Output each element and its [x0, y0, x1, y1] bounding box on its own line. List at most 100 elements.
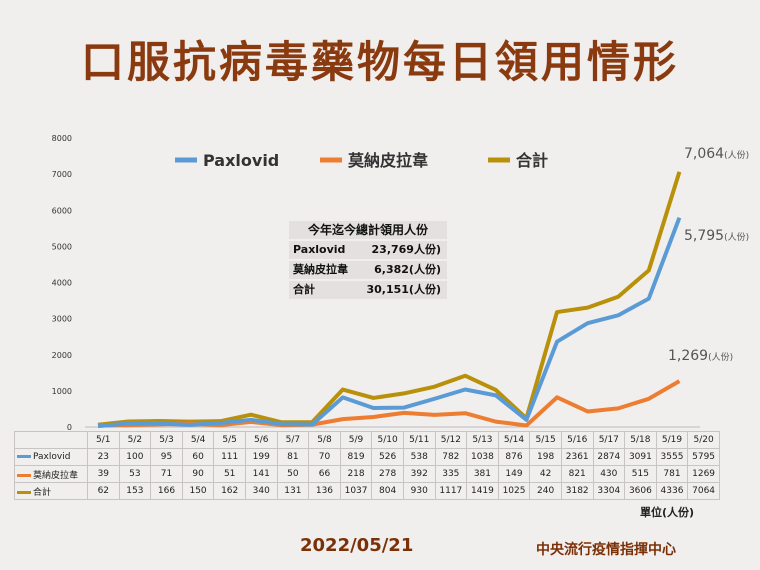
x-tick-label: 5/12 [434, 431, 468, 449]
line-chart: 0 1000 2000 3000 4000 5000 6000 7000 8000 Paxlovi… [52, 134, 749, 432]
table-cell: 136 [308, 482, 341, 500]
table-cell: 240 [529, 482, 562, 500]
series-swatch [17, 455, 31, 458]
series-line-2 [97, 171, 682, 427]
table-cell: 1025 [497, 482, 531, 500]
table-cell: 131 [276, 482, 310, 500]
table-cell: 335 [434, 465, 468, 483]
x-tick-label: 5/18 [624, 431, 657, 449]
table-cell: 198 [529, 448, 562, 466]
x-tick-label: 5/2 [118, 431, 152, 449]
table-cell: 526 [371, 448, 404, 466]
table-cell: 781 [655, 465, 689, 483]
table-corner [14, 431, 88, 449]
table-cell: 876 [497, 448, 531, 466]
table-cell: 821 [560, 465, 594, 483]
table-cell: 70 [308, 448, 341, 466]
callout-value: 1,269 [668, 348, 708, 364]
callout-unit: (人份) [724, 231, 749, 243]
x-tick-label: 5/16 [560, 431, 594, 449]
table-cell: 53 [118, 465, 152, 483]
x-tick-label: 5/5 [213, 431, 246, 449]
table-cell: 1117 [434, 482, 468, 500]
summary-label: 合計 [293, 283, 315, 296]
table-cell: 3606 [624, 482, 657, 500]
summary-label: Paxlovid [293, 243, 346, 256]
table-cell: 50 [276, 465, 310, 483]
legend-label: 合計 [516, 151, 548, 170]
table-cell: 430 [592, 465, 626, 483]
callout-label: 5,795(人份) [684, 228, 749, 244]
series-name: Paxlovid [33, 452, 71, 462]
table-cell: 3304 [592, 482, 626, 500]
table-cell: 149 [497, 465, 531, 483]
x-tick-label: 5/15 [529, 431, 562, 449]
x-tick-label: 5/20 [687, 431, 720, 449]
table-cell: 2874 [592, 448, 626, 466]
summary-row-paxlovid: Paxlovid 23,769人份) [289, 239, 447, 259]
y-tick-label: 4000 [52, 279, 72, 288]
x-tick-label: 5/1 [87, 431, 120, 449]
x-tick-label: 5/3 [150, 431, 183, 449]
org-label: 中央流行疫情指揮中心 [536, 542, 676, 558]
table-cell: 153 [118, 482, 152, 500]
y-tick-label: 8000 [52, 134, 72, 143]
table-cell: 804 [371, 482, 404, 500]
callout-unit: (人份) [724, 149, 749, 161]
table-cell: 111 [213, 448, 246, 466]
series-swatch [17, 473, 31, 477]
table-cell: 819 [339, 448, 373, 466]
table-cell: 166 [150, 482, 183, 500]
x-tick-label: 5/14 [497, 431, 531, 449]
table-row-head: Paxlovid [14, 448, 88, 466]
x-tick-label: 5/17 [592, 431, 626, 449]
summary-title: 今年迄今總計領用人份 [289, 221, 447, 239]
x-tick-label: 5/13 [466, 431, 499, 449]
table-header-row: 5/1 5/2 5/3 5/4 5/5 5/6 5/7 5/8 5/9 5/10 5/11 5/12 5… [14, 431, 720, 449]
table-cell: 392 [402, 465, 436, 483]
table-cell: 71 [150, 465, 183, 483]
table-cell: 1037 [339, 482, 373, 500]
summary-row-total: 合計 30,151(人份) [289, 279, 447, 299]
table-cell: 66 [308, 465, 341, 483]
y-tick-label: 1000 [52, 387, 72, 396]
page-title: 口服抗病毒藥物每日領用情形 [81, 38, 679, 88]
summary-label: 莫納皮拉韋 [293, 263, 348, 276]
y-tick-label: 5000 [52, 242, 72, 251]
y-tick-label: 7000 [52, 170, 72, 179]
table-cell: 150 [181, 482, 215, 500]
series-line-0 [97, 216, 682, 429]
table-cell: 381 [466, 465, 499, 483]
table-cell: 1419 [466, 482, 499, 500]
table-cell: 7064 [687, 482, 720, 500]
table-cell: 930 [402, 482, 436, 500]
chart-area: 0 1000 2000 3000 4000 5000 6000 7000 8000 Paxlovi… [0, 120, 760, 495]
unit-label: 單位(人份) [640, 506, 695, 519]
table-cell: 1038 [466, 448, 499, 466]
table-cell: 51 [213, 465, 246, 483]
table-cell: 515 [624, 465, 657, 483]
summary-value: 30,151(人份) [366, 283, 441, 296]
table-cell: 782 [434, 448, 468, 466]
date-label: 2022/05/21 [300, 535, 414, 556]
table-cell: 100 [118, 448, 152, 466]
legend-label: 莫納皮拉韋 [347, 151, 428, 170]
table-row: 莫納皮拉韋 39 53 71 90 51 141 50 66 218 278 392 335 381 149… [14, 465, 720, 483]
table-cell: 340 [244, 482, 278, 500]
table-cell: 23 [87, 448, 120, 466]
summary-value: 6,382(人份) [374, 263, 441, 276]
table-cell: 141 [244, 465, 278, 483]
callout-value: 5,795 [684, 228, 724, 244]
summary-row-molnupiravir: 莫納皮拉韋 6,382(人份) [289, 259, 447, 279]
x-tick-label: 5/9 [339, 431, 373, 449]
table-row: Paxlovid 23 100 95 60 111 199 81 70 819 526 538 782 1… [14, 448, 720, 466]
y-tick-label: 2000 [52, 351, 72, 360]
table-cell: 162 [213, 482, 246, 500]
x-tick-label: 5/8 [308, 431, 341, 449]
table-cell: 3091 [624, 448, 657, 466]
series-line-1 [97, 379, 681, 428]
table-cell: 3555 [655, 448, 689, 466]
series-name: 合計 [33, 487, 52, 498]
table-cell: 2361 [560, 448, 594, 466]
summary-box: 今年迄今總計領用人份 Paxlovid 23,769人份) 莫納皮拉韋 6,38… [289, 221, 447, 299]
